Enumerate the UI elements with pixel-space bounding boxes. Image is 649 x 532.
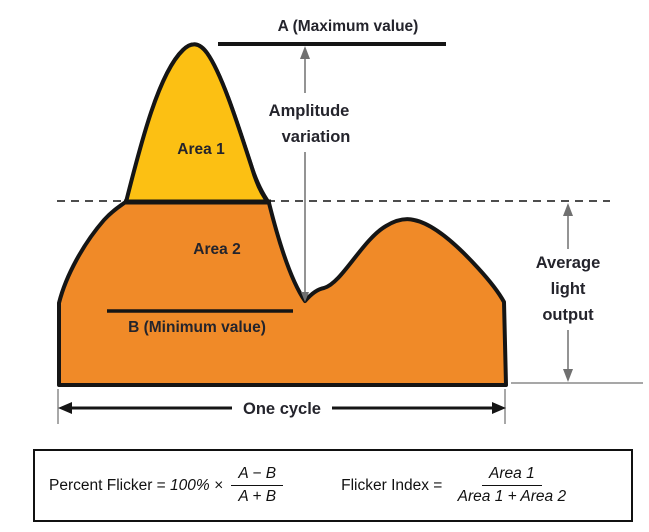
flicker-index-lhs: Flicker Index =	[341, 476, 447, 494]
one-cycle-label: One cycle	[243, 400, 321, 418]
percent-flicker-lhs: Percent Flicker =	[49, 476, 171, 494]
percent-flicker-formula: Percent Flicker = 100% × A − B A + B	[49, 464, 284, 507]
one-cycle-right-arrowhead-icon	[492, 402, 506, 414]
average-arrow-down-head-icon	[563, 369, 573, 382]
flicker-index-fraction: Area 1 Area 1 + Area 2	[451, 464, 573, 507]
flicker-index-formula: Flicker Index = Area 1 Area 1 + Area 2	[341, 464, 573, 507]
flicker-index-numerator: Area 1	[482, 464, 542, 486]
average-arrow-up-head-icon	[563, 203, 573, 216]
one-cycle-left-arrowhead-icon	[58, 402, 72, 414]
minimum-value-label: B (Minimum value)	[128, 319, 266, 336]
area2-label: Area 2	[193, 241, 240, 258]
maximum-value-label: A (Maximum value)	[278, 18, 419, 35]
average-light-output-label-line3: output	[542, 306, 594, 324]
amplitude-arrow-down-head-icon	[301, 292, 309, 302]
amplitude-variation-label-line1: Amplitude	[269, 102, 350, 120]
percent-flicker-coefficient: 100% ×	[170, 476, 228, 494]
amplitude-variation-label-line2: variation	[282, 128, 351, 146]
percent-flicker-denominator: A + B	[238, 488, 277, 505]
area1-label: Area 1	[177, 141, 225, 158]
flicker-index-denominator: Area 1 + Area 2	[457, 488, 567, 505]
average-light-output-label-line1: Average	[536, 254, 601, 272]
average-light-output-label-line2: light	[551, 280, 586, 298]
waveform-area1-shape	[124, 42, 270, 204]
percent-flicker-numerator: A − B	[231, 464, 284, 486]
waveform-area2-shape	[57, 42, 508, 387]
formula-box: Percent Flicker = 100% × A − B A + B Fli…	[33, 449, 633, 522]
waveform-diagram: A (Maximum value) Amplitude variation Ar…	[57, 18, 643, 424]
amplitude-arrow-up-head-icon	[300, 46, 310, 59]
percent-flicker-fraction: A − B A + B	[231, 464, 284, 507]
